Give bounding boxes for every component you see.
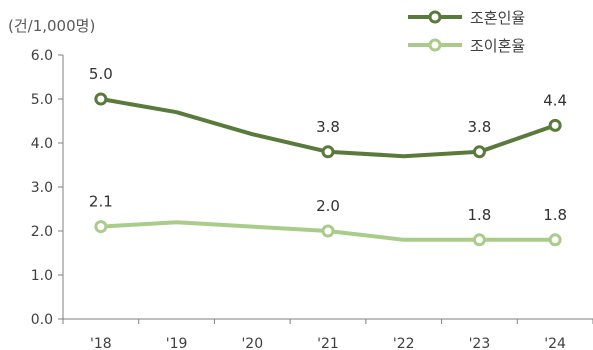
data-point [321,145,335,159]
legend-marker-marriage [428,10,442,24]
data-point [472,145,486,159]
x-tick-label: '20 [241,336,263,350]
data-label: 2.0 [316,197,340,215]
y-tick-label: 2.0 [31,224,53,240]
axes: 0.0 1.0 2.0 3.0 4.0 5.0 6.0 '18 '19 '20 '21 '22 '23 '… [31,48,593,350]
data-label: 2.1 [89,193,113,211]
data-label: 1.8 [543,206,567,224]
data-label: 3.8 [316,118,340,136]
data-point [548,233,562,247]
legend-marker-divorce [428,38,442,52]
x-tick-label: '24 [544,336,566,350]
y-tick-label: 5.0 [31,92,53,108]
data-label: 5.0 [89,65,113,83]
y-tick-label: 1.0 [31,268,53,284]
x-tick-label: '21 [317,336,339,350]
y-tick-label: 3.0 [31,180,53,196]
plot-area: 5.0 3.8 3.8 4.4 2.1 2.0 1.8 1.8 [89,65,567,247]
x-tick-label: '18 [90,336,112,350]
series-divorce-rate: 2.1 2.0 1.8 1.8 [89,193,567,247]
data-point [548,118,562,132]
x-tick-label: '19 [166,336,188,350]
legend-label-marriage: 조혼인율 [470,9,525,27]
data-point [94,92,108,106]
data-label: 1.8 [467,206,491,224]
unit-label: (건/1,000명) [8,17,95,35]
legend-label-divorce: 조이혼율 [470,37,525,55]
y-tick-label: 0.0 [31,312,53,328]
y-tick-label: 4.0 [31,136,53,152]
series-marriage-rate: 5.0 3.8 3.8 4.4 [89,65,567,159]
legend-item-divorce: 조이혼율 [408,37,525,55]
data-label: 4.4 [543,91,567,109]
x-tick-label: '22 [393,336,415,350]
data-point [321,224,335,238]
data-label: 3.8 [467,118,491,136]
data-point [472,233,486,247]
x-tick-label: '23 [469,336,491,350]
legend-item-marriage: 조혼인율 [408,9,525,27]
legend: 조혼인율 조이혼율 [408,9,525,55]
y-tick-label: 6.0 [31,48,53,64]
data-point [94,220,108,234]
